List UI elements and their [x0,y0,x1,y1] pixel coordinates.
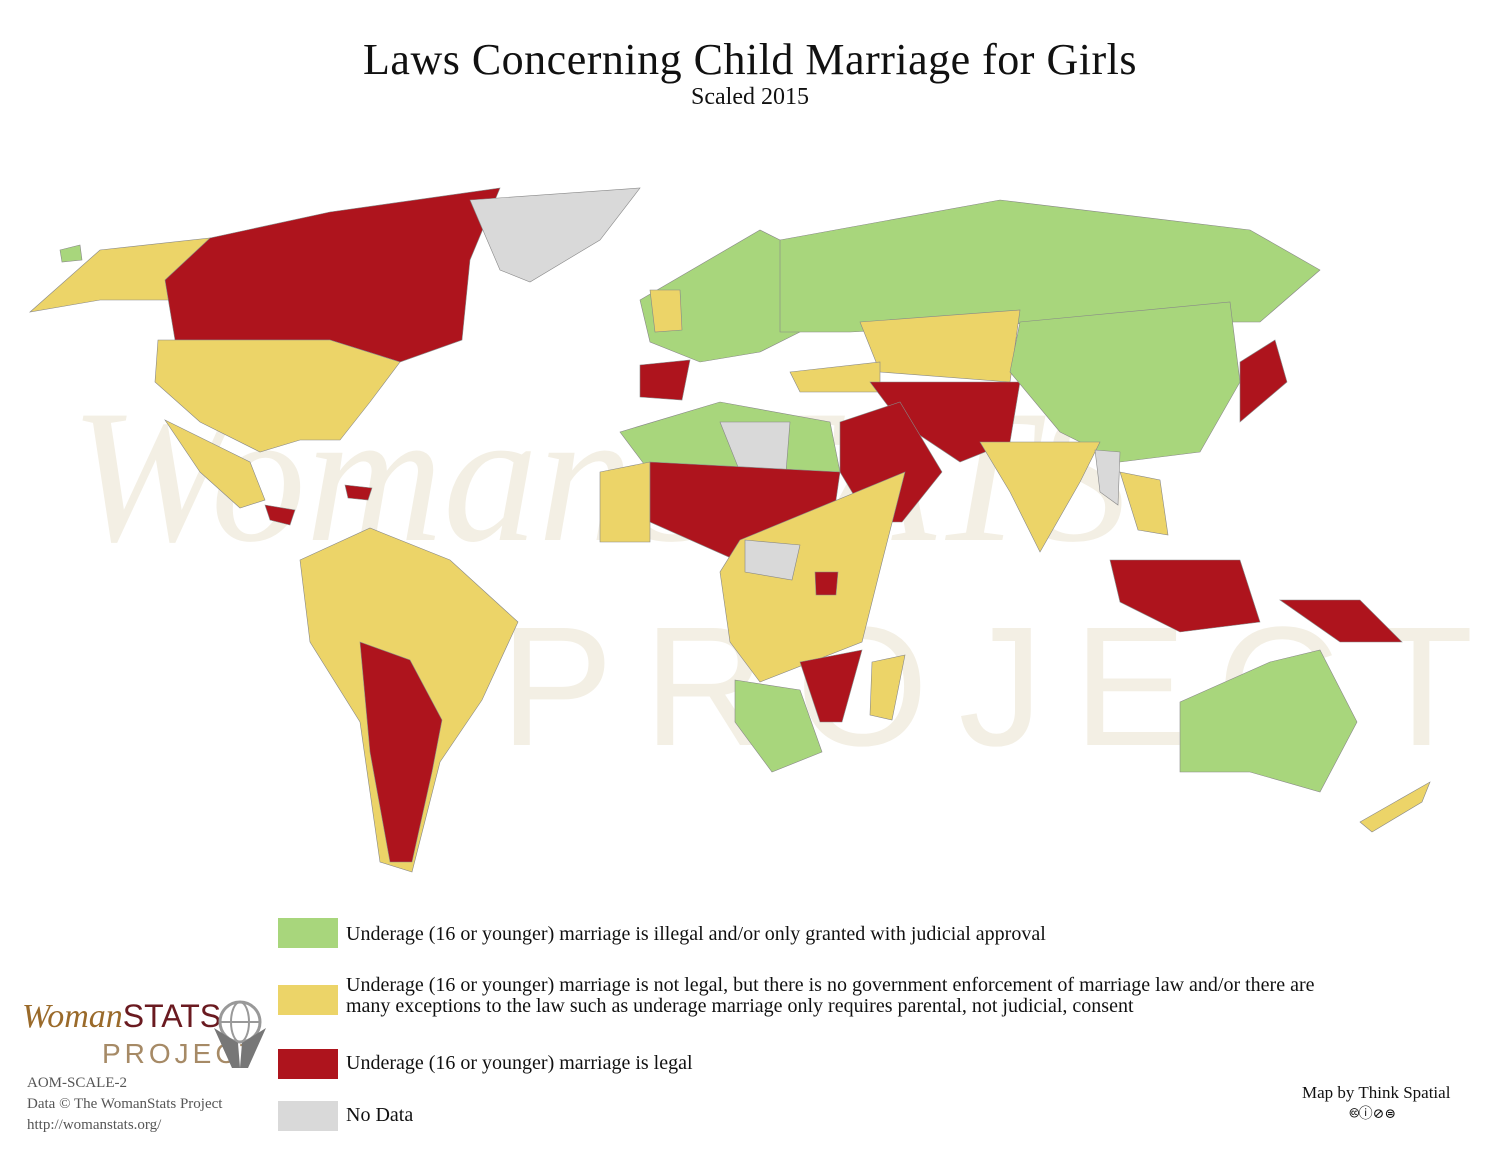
region-indonesia [1109,559,1261,633]
map-code: AOM-SCALE-2 [27,1075,127,1091]
region-greenland [469,187,641,283]
region-madagascar [869,654,906,721]
legend-label: Underage (16 or younger) marriage is not… [346,974,1315,1017]
map-subtitle: Scaled 2015 [691,84,809,110]
region-spain [639,359,691,401]
map-by-credit: Map by Think Spatial [1302,1083,1451,1102]
region-png [1279,599,1403,643]
legend-item-gray: No Data [278,1101,1316,1131]
globe-in-hands-icon [214,1000,266,1068]
legend-swatch [278,918,338,948]
region-new-zealand [1359,781,1431,833]
region-west-africa [599,461,651,543]
region-uk [649,289,683,333]
countries [29,187,1431,873]
nc-icon: ⊘ [1372,1106,1385,1122]
legend-label: Underage (16 or younger) marriage is ill… [346,923,1046,945]
legend-label: No Data [346,1104,414,1126]
cc-license-icons: 🅭ⓘ⊘⊜ [1350,1103,1396,1123]
logo-text: Woman [22,998,123,1035]
region-australia [1179,649,1358,793]
region-drc [744,539,801,581]
region-mexico [164,419,266,509]
region-central-america [264,504,296,526]
legend-item-yellow: Underage (16 or younger) marriage is not… [278,975,1316,1017]
region-caribbean [344,484,373,501]
region-russia-east-tip [59,244,83,263]
logo-text: STATS [122,998,222,1034]
credits: AOM-SCALE-2 Data © The WomanStats Projec… [27,1073,222,1136]
region-india [979,441,1101,553]
region-canada [164,187,501,363]
legend-swatch [278,985,338,1015]
region-uganda [814,571,839,596]
website-link[interactable]: http://womanstats.org/ [27,1117,162,1133]
legend-item-red: Underage (16 or younger) marriage is leg… [278,1049,1316,1079]
nd-icon: ⊜ [1384,1106,1397,1122]
by-icon: ⓘ [1358,1106,1373,1122]
womanstats-logo: WomanSTATS PROJECT [22,998,266,1069]
region-thailand [1119,471,1169,536]
cc-icon: 🅭 [1350,1106,1359,1122]
region-central-asia [859,309,1021,383]
region-russia [779,199,1321,333]
region-mozambique [799,649,863,723]
data-credit: Data © The WomanStats Project [27,1096,223,1112]
legend-swatch [278,1049,338,1079]
region-argentina-bolivia [359,641,443,863]
legend-label: Underage (16 or younger) marriage is leg… [346,1052,693,1074]
legend-item-green: Underage (16 or younger) marriage is ill… [278,918,1316,948]
world-map: WomanSTATS PROJECT [29,187,1473,873]
region-southern-africa [734,679,823,773]
region-turkey [789,361,881,393]
region-japan [1239,339,1288,423]
legend-swatch [278,1101,338,1131]
map-title: Laws Concerning Child Marriage for Girls [363,35,1137,84]
region-myanmar [1094,449,1121,506]
region-china [1009,301,1241,463]
region-usa [154,339,401,453]
